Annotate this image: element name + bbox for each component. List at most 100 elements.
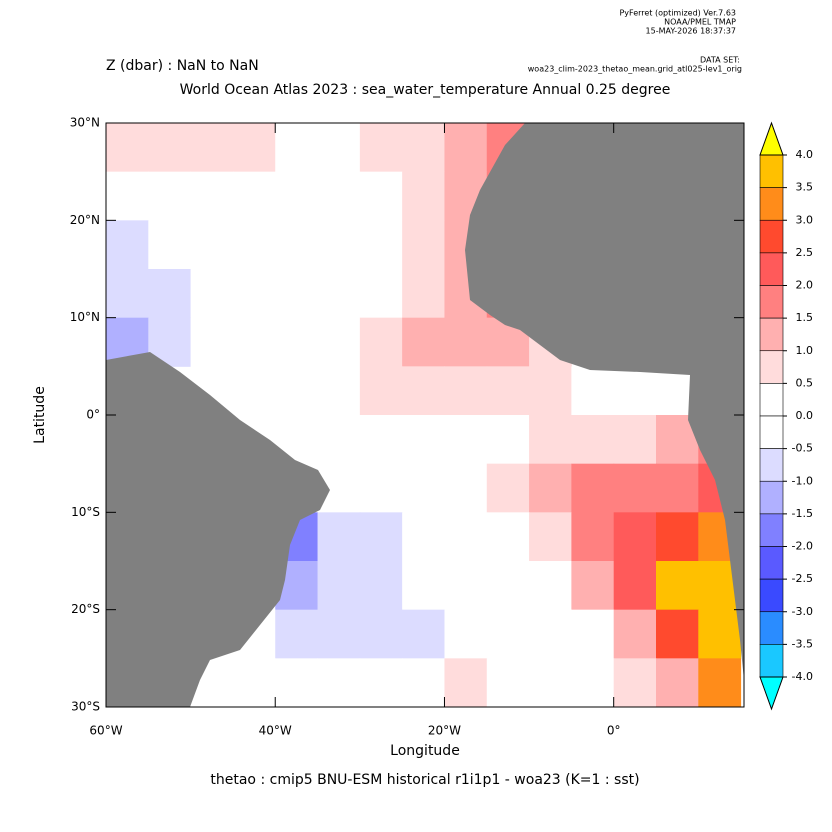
colorbar-label: -0.5 — [792, 442, 813, 455]
y-tick-label: 10°N — [70, 310, 100, 324]
cell — [571, 463, 615, 513]
cell — [529, 366, 572, 416]
cell — [486, 512, 530, 562]
cell — [317, 317, 361, 367]
cell — [359, 609, 403, 659]
cell — [571, 415, 615, 465]
cell — [402, 366, 445, 416]
colorbar-label: 0.5 — [796, 376, 814, 389]
x-axis-label: Longitude — [390, 743, 460, 759]
cell — [275, 317, 319, 367]
colorbar-label: -3.5 — [792, 637, 813, 650]
colorbar-label: -1.5 — [792, 507, 813, 520]
colorbar-over — [759, 121, 784, 156]
colorbar: 4.0 3.5 3.0 2.5 2.0 1.5 1.0 0.5 0.0 -0.5 -1.0 -1.5 -… — [759, 121, 814, 711]
cell — [232, 658, 276, 708]
colorbar-label: 1.0 — [796, 344, 814, 357]
colorbar-segment — [759, 285, 784, 319]
cell — [571, 658, 615, 708]
colorbar-label: 2.0 — [796, 279, 814, 292]
cell — [359, 317, 403, 367]
x-tick-label: 0° — [607, 724, 621, 738]
cell — [656, 658, 699, 708]
y-axis-label: Latitude — [32, 386, 48, 444]
colorbar-segment — [759, 415, 784, 449]
cell — [613, 463, 657, 513]
cell — [444, 366, 488, 416]
colorbar-label: 1.5 — [796, 311, 814, 324]
cell — [402, 561, 445, 611]
cell — [232, 317, 276, 367]
cell — [402, 123, 445, 173]
cell — [317, 561, 361, 611]
cell — [444, 561, 488, 611]
cell — [232, 171, 276, 221]
cell — [275, 123, 319, 173]
cell — [275, 269, 319, 319]
cell — [190, 123, 234, 173]
cell — [486, 658, 530, 708]
cell — [232, 366, 276, 416]
subtitle: Z (dbar) : NaN to NaN — [106, 58, 259, 74]
cell — [656, 463, 699, 513]
y-tick-label: 0° — [86, 408, 100, 422]
cell — [190, 269, 234, 319]
cell — [359, 366, 403, 416]
colorbar-label: 2.5 — [796, 246, 814, 259]
cell — [613, 415, 657, 465]
land — [106, 123, 744, 707]
cell — [359, 269, 403, 319]
cell — [359, 220, 403, 270]
cell — [402, 658, 445, 708]
cell — [486, 609, 530, 659]
cell — [444, 463, 488, 513]
cell — [529, 609, 572, 659]
cell — [275, 366, 319, 416]
colorbar-label: 3.0 — [796, 213, 814, 226]
colorbar-segment — [759, 578, 784, 613]
cell — [698, 658, 742, 708]
colorbar-label: 3.5 — [796, 181, 814, 194]
colorbar-segment — [759, 154, 784, 188]
cell — [275, 171, 319, 221]
cell — [529, 561, 572, 611]
cell — [148, 269, 192, 319]
colorbar-segment — [759, 219, 784, 254]
chart-title: World Ocean Atlas 2023 : sea_water_tempe… — [180, 82, 671, 98]
south-america — [106, 352, 330, 707]
cell — [317, 512, 361, 562]
cell — [486, 463, 530, 513]
org-label: NOAA/PMEL TMAP — [664, 18, 736, 27]
colorbar-segment — [759, 611, 784, 645]
colorbar-label: -2.0 — [792, 540, 813, 553]
cell — [232, 123, 276, 173]
colorbar-label: -1.0 — [792, 474, 813, 487]
cell — [232, 220, 276, 270]
cell — [359, 415, 403, 465]
cell — [402, 463, 445, 513]
cell — [444, 609, 488, 659]
colorbar-segment — [759, 383, 784, 417]
y-tick-label: 20°S — [71, 602, 100, 616]
cell — [613, 609, 657, 659]
colorbar-segment — [759, 644, 784, 678]
cell — [529, 512, 572, 562]
cell — [148, 220, 192, 270]
cell — [402, 512, 445, 562]
cell — [402, 317, 445, 367]
cell — [275, 658, 319, 708]
cell — [613, 512, 657, 562]
cell — [444, 123, 488, 173]
colorbar-label: -3.0 — [792, 605, 813, 618]
cell — [190, 220, 234, 270]
cell — [106, 220, 149, 270]
y-tick-label: 20°N — [70, 213, 100, 227]
cell — [444, 512, 488, 562]
axes: 60°W 40°W 20°W 0° 30°N 20°N 10°N 0° 10°S 20°S 30°S — [70, 116, 744, 738]
cell — [571, 561, 615, 611]
colorbar-segment — [759, 317, 784, 352]
cell — [359, 171, 403, 221]
africa — [465, 123, 744, 680]
cell — [402, 269, 445, 319]
cell — [106, 171, 149, 221]
